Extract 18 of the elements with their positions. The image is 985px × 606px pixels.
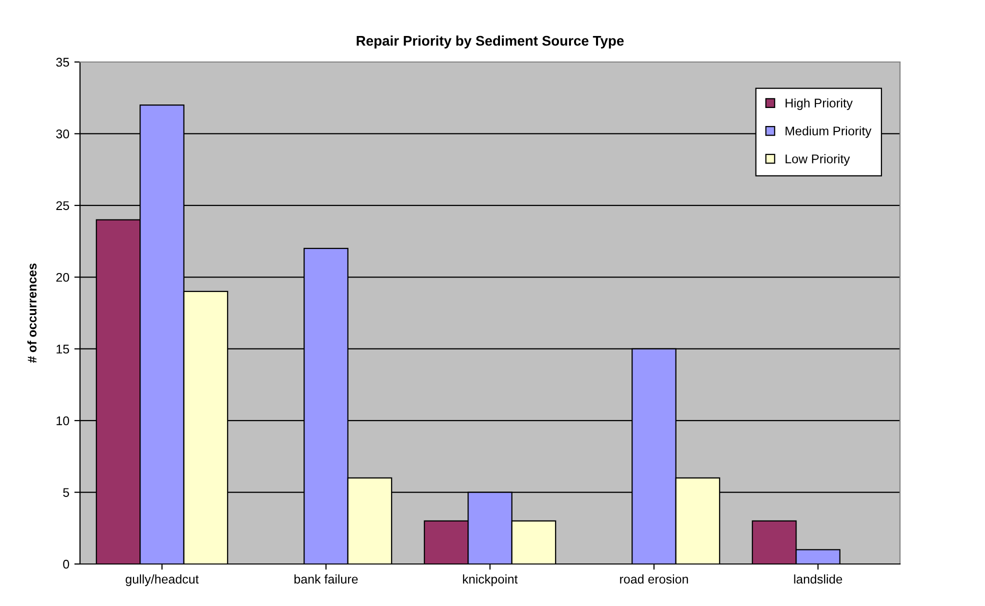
x-tick-label: knickpoint: [463, 574, 518, 586]
y-axis-title: # of occurrences: [27, 263, 37, 363]
legend-label: High Priority: [786, 98, 853, 110]
chart-title: Repair Priority by Sediment Source Type: [356, 36, 624, 48]
x-tick-label: landslide: [794, 574, 842, 584]
legend-label: Low Priority: [786, 154, 850, 166]
y-tick-label: 0: [63, 560, 70, 569]
y-tick-label: 30: [56, 130, 70, 138]
x-tick-label: road erosion: [620, 574, 688, 584]
y-tick-label: 35: [56, 58, 70, 67]
y-tick-label: 15: [56, 344, 70, 354]
y-tick-label: 20: [56, 272, 70, 282]
x-tick-label: gully/headcut: [126, 574, 199, 586]
y-tick-label: 25: [56, 201, 70, 210]
y-tick-label: 5: [63, 488, 70, 497]
y-tick-label: 10: [56, 416, 70, 426]
x-tick-label: bank failure: [294, 574, 358, 584]
legend-label: Medium Priority: [786, 126, 872, 138]
